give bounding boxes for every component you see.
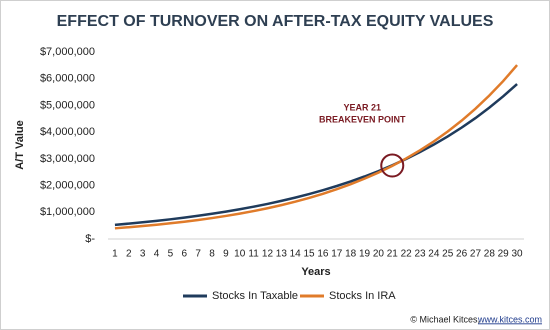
x-tick-label: 4 [154, 249, 160, 260]
annotation-text: YEAR 21 [344, 102, 382, 112]
x-tick-label: 1 [112, 249, 118, 260]
x-tick-label: 18 [345, 249, 357, 260]
x-tick-label: 30 [512, 249, 524, 260]
legend-label: Stocks In Taxable [212, 290, 298, 302]
x-tick-label: 8 [209, 249, 215, 260]
annotation-text: BREAKEVEN POINT [319, 114, 406, 124]
y-axis-label: A/T Value [14, 120, 26, 170]
x-tick-label: 28 [484, 249, 496, 260]
x-tick-label: 3 [140, 249, 146, 260]
x-tick-label: 10 [234, 249, 246, 260]
x-tick-label: 29 [498, 249, 510, 260]
x-tick-label: 16 [317, 249, 329, 260]
x-tick-label: 14 [290, 249, 302, 260]
x-tick-label: 20 [373, 249, 385, 260]
x-tick-label: 7 [195, 249, 201, 260]
x-tick-label: 13 [276, 249, 288, 260]
x-tick-label: 12 [262, 249, 274, 260]
credit: © Michael Kitces, [410, 314, 480, 324]
y-tick-label: $1,000,000 [40, 206, 95, 218]
breakeven-marker [380, 153, 405, 178]
credit-link[interactable]: www.kitces.com [477, 314, 542, 324]
x-tick-label: 15 [304, 249, 316, 260]
y-tick-label: $- [85, 233, 95, 245]
series-line [114, 83, 518, 227]
x-tick-label: 5 [168, 249, 174, 260]
y-tick-label: $5,000,000 [40, 99, 95, 111]
x-tick-label: 26 [456, 249, 468, 260]
y-tick-label: $3,000,000 [40, 153, 95, 165]
x-tick-label: 23 [414, 249, 426, 260]
y-tick-label: $7,000,000 [40, 46, 95, 58]
x-tick-label: 11 [248, 249, 259, 260]
y-tick-label: $4,000,000 [40, 126, 95, 138]
x-tick-label: 9 [223, 249, 229, 260]
x-tick-label: 19 [359, 249, 371, 260]
x-axis-label: Years [301, 266, 330, 278]
x-tick-label: 2 [126, 249, 132, 260]
x-tick-label: 25 [442, 249, 454, 260]
chart-title: EFFECT OF TURNOVER ON AFTER-TAX EQUITY V… [57, 13, 494, 30]
x-tick-label: 21 [387, 249, 399, 260]
x-tick-label: 24 [428, 249, 440, 260]
y-tick-label: $6,000,000 [40, 73, 95, 85]
x-tick-label: 22 [401, 249, 413, 260]
y-tick-label: $2,000,000 [40, 179, 95, 191]
legend-label: Stocks In IRA [329, 290, 396, 302]
x-tick-label: 17 [331, 249, 343, 260]
x-tick-label: 6 [181, 249, 187, 260]
series-line [114, 64, 519, 230]
x-tick-label: 27 [470, 249, 482, 260]
